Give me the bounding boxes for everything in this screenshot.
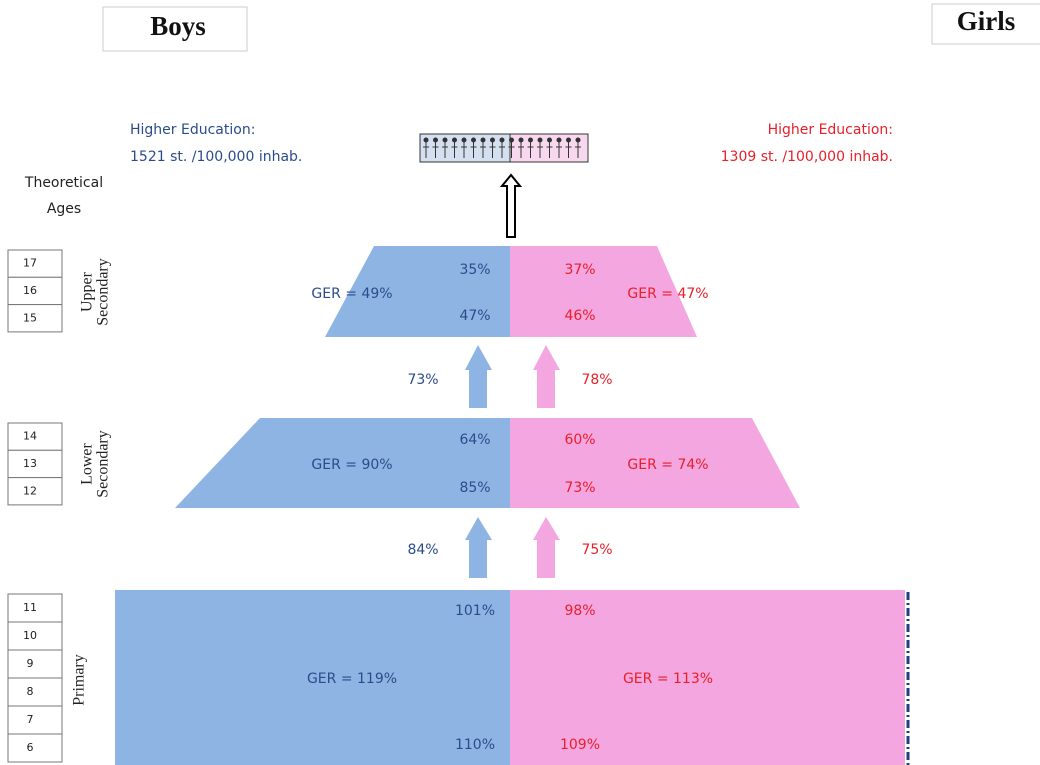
person: [480, 137, 486, 143]
age-box: [7, 249, 63, 278]
age-box: [7, 593, 63, 623]
lower-boys: [175, 418, 510, 508]
girls-ger: GER = 113%: [623, 671, 713, 687]
girls-first: 98%: [564, 603, 595, 619]
boys-ger: GER = 119%: [307, 671, 397, 687]
age-box: [7, 677, 63, 707]
he-girls-rate: 1309 st. /100,000 inhab.: [721, 149, 893, 165]
primary-girls: [510, 590, 905, 765]
girls-last: 109%: [560, 737, 600, 753]
age-box: [7, 733, 63, 763]
person: [547, 137, 552, 143]
he-boys-rate: 1521 st. /100,000 inhab.: [130, 149, 302, 165]
he-girls-label: Higher Education:: [768, 122, 893, 138]
boys-header: Boys: [150, 11, 206, 41]
age-box: [7, 649, 63, 679]
ages-title: Ages: [47, 201, 81, 217]
person: [575, 137, 581, 143]
boys-ger: GER = 49%: [311, 286, 392, 302]
person: [490, 137, 495, 143]
age: 15: [23, 311, 37, 324]
age: 7: [27, 713, 34, 726]
age: 13: [23, 457, 37, 470]
boys-ger: GER = 90%: [311, 457, 392, 473]
age-box: [7, 422, 63, 451]
age: 17: [23, 257, 37, 270]
age: 14: [23, 430, 37, 443]
he-boys-label: Higher Education:: [130, 122, 255, 138]
level-name: Secondary: [95, 430, 112, 498]
boys-first: 101%: [455, 603, 495, 619]
upper-boys: [325, 246, 510, 337]
boys-last: 110%: [455, 737, 495, 753]
girls-last: 73%: [564, 480, 595, 496]
level-name: Secondary: [95, 258, 112, 326]
age-box: [7, 449, 63, 479]
ages-title: Theoretical: [24, 175, 103, 191]
age: 12: [23, 484, 37, 497]
upper-girls: [510, 246, 697, 337]
person: [528, 137, 533, 143]
person: [499, 137, 505, 143]
age-box: [7, 276, 63, 306]
person: [509, 137, 514, 143]
age: 9: [27, 657, 34, 670]
boys-last: 85%: [459, 480, 490, 496]
age: 6: [27, 741, 34, 754]
age: 10: [23, 629, 37, 642]
person: [433, 137, 438, 143]
age: 16: [23, 284, 37, 297]
transition-boys: 84%: [407, 542, 438, 558]
boys-box: [102, 6, 248, 52]
age-box: [7, 705, 63, 735]
primary-boys: [115, 590, 510, 765]
person: [556, 137, 562, 143]
person: [442, 137, 448, 143]
boys-first: 64%: [459, 432, 490, 448]
level-name: Lower: [79, 442, 96, 484]
people-icon: [419, 133, 589, 163]
age-box: [7, 477, 63, 506]
girls-ger: GER = 47%: [627, 286, 708, 302]
transition-boys: 73%: [407, 372, 438, 388]
level-name: Primary: [71, 654, 88, 706]
girls-last: 46%: [564, 308, 595, 324]
person: [537, 137, 543, 143]
transition-girls: 78%: [581, 372, 612, 388]
age: 8: [27, 685, 34, 698]
age: 11: [23, 601, 37, 614]
boys-last: 47%: [459, 308, 490, 324]
lower-girls: [510, 418, 800, 508]
level-name: Upper: [79, 271, 96, 312]
boys-first: 35%: [459, 262, 490, 278]
up-arrow: [499, 173, 523, 238]
person: [566, 137, 571, 143]
person: [471, 137, 476, 143]
transition-arrows: [465, 345, 492, 578]
age-box: [7, 304, 63, 333]
girls-ger: GER = 74%: [627, 457, 708, 473]
girls-header: Girls: [957, 6, 1016, 36]
girls-first: 37%: [564, 262, 595, 278]
person: [518, 137, 524, 143]
girls-box: [931, 3, 1040, 45]
transition-girls: 75%: [581, 542, 612, 558]
person: [461, 137, 467, 143]
person: [423, 137, 429, 143]
person: [452, 137, 457, 143]
age-box: [7, 621, 63, 651]
transition-arrows: [533, 345, 560, 578]
girls-first: 60%: [564, 432, 595, 448]
